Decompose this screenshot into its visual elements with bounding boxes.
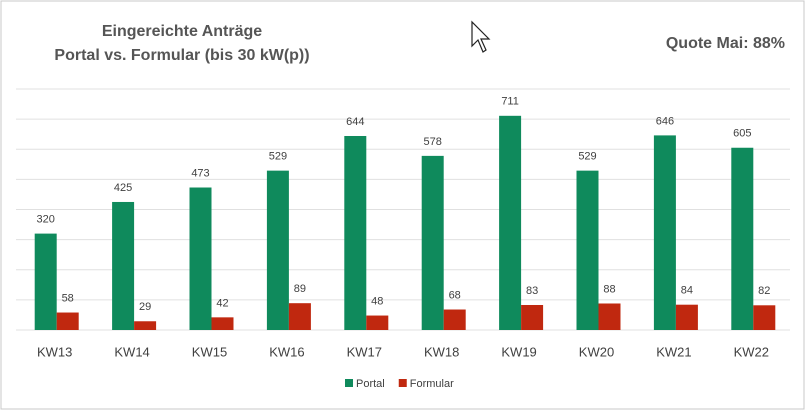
bar bbox=[344, 135, 367, 330]
bar bbox=[34, 233, 57, 330]
data-label: 68 bbox=[449, 289, 461, 301]
chart-subtitle: Portal vs. Formular (bis 30 kW(p)) bbox=[54, 47, 309, 64]
data-label: 529 bbox=[578, 151, 596, 163]
data-label: 646 bbox=[656, 115, 674, 127]
legend-label: Portal bbox=[356, 378, 385, 390]
data-label: 529 bbox=[269, 151, 287, 163]
x-tick-label: KW22 bbox=[734, 344, 769, 359]
legend-label: Formular bbox=[410, 378, 454, 390]
bar bbox=[521, 304, 544, 330]
x-tick-label: KW17 bbox=[347, 344, 382, 359]
data-label: 578 bbox=[424, 136, 442, 148]
x-tick-label: KW15 bbox=[192, 344, 227, 359]
chart-title: Eingereichte Anträge bbox=[102, 23, 262, 40]
data-label: 48 bbox=[371, 295, 383, 307]
x-tick-label: KW13 bbox=[37, 344, 72, 359]
data-label: 425 bbox=[114, 182, 132, 194]
data-label: 711 bbox=[501, 96, 519, 108]
data-label: 82 bbox=[758, 285, 770, 297]
data-label: 84 bbox=[681, 285, 693, 297]
data-label: 89 bbox=[294, 283, 306, 295]
bar bbox=[421, 155, 444, 330]
data-label: 29 bbox=[139, 301, 151, 313]
data-label: 83 bbox=[526, 285, 538, 297]
x-tick-label: KW19 bbox=[501, 344, 536, 359]
cursor bbox=[471, 20, 491, 53]
bar bbox=[112, 201, 135, 330]
legend-swatch bbox=[345, 379, 353, 387]
bar bbox=[499, 115, 522, 330]
data-label: 473 bbox=[191, 167, 209, 179]
data-label: 644 bbox=[346, 116, 364, 128]
x-tick-label: KW21 bbox=[656, 344, 691, 359]
bar bbox=[675, 304, 698, 330]
x-tick-label: KW20 bbox=[579, 344, 614, 359]
bar bbox=[189, 187, 212, 330]
bar bbox=[443, 309, 466, 330]
bar bbox=[288, 303, 311, 330]
bar bbox=[134, 321, 157, 330]
data-label: 58 bbox=[62, 292, 74, 304]
bar bbox=[653, 135, 676, 330]
x-tick-label: KW18 bbox=[424, 344, 459, 359]
bar bbox=[598, 303, 621, 330]
x-tick-label: KW14 bbox=[114, 344, 149, 359]
data-label: 42 bbox=[216, 297, 228, 309]
annotation: Quote Mai: 88% bbox=[666, 35, 785, 52]
bar bbox=[753, 305, 776, 330]
bar bbox=[211, 317, 234, 330]
data-label: 320 bbox=[37, 214, 55, 226]
bar bbox=[576, 170, 599, 330]
bar bbox=[366, 315, 389, 330]
x-tick-label: KW16 bbox=[269, 344, 304, 359]
bar bbox=[56, 312, 79, 330]
bar bbox=[266, 170, 289, 330]
bar bbox=[731, 147, 754, 330]
legend-swatch bbox=[398, 379, 407, 387]
data-label: 605 bbox=[733, 128, 751, 140]
data-label: 88 bbox=[603, 283, 615, 295]
